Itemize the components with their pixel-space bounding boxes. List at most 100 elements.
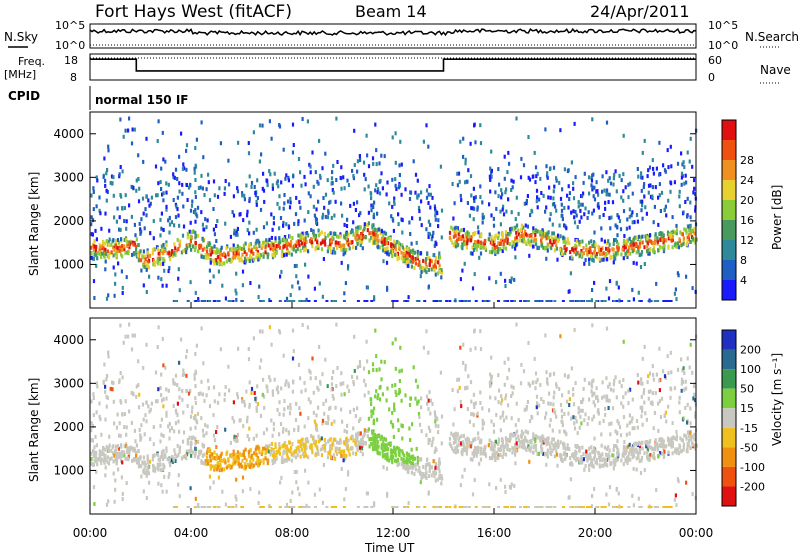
power-cell (563, 206, 566, 210)
power-cell (686, 224, 689, 229)
power-cell (179, 239, 182, 244)
power-cell (324, 235, 327, 240)
velocity-cell (341, 449, 344, 454)
velocity-cell (597, 398, 600, 403)
power-cell (303, 218, 306, 223)
velocity-cell (199, 391, 202, 396)
power-cell (327, 210, 330, 215)
velocity-cell (178, 429, 181, 434)
velocity-cell (209, 463, 212, 468)
velocity-cell (479, 390, 482, 395)
power-cell (401, 243, 404, 248)
velocity-cell (355, 451, 358, 456)
velocity-cell (641, 409, 644, 414)
power-cell (660, 234, 663, 239)
velocity-cell (232, 400, 235, 405)
velocity-cell (138, 427, 141, 432)
power-cell (683, 165, 686, 170)
velocity-cell (525, 404, 528, 409)
velocity-cell (165, 413, 168, 418)
power-cell (490, 234, 493, 239)
velocity-cell (494, 396, 497, 401)
power-cell (159, 249, 162, 254)
power-cell (479, 240, 482, 245)
power-cell (357, 234, 360, 239)
velocity-cell (96, 457, 99, 462)
velocity-cell (427, 441, 430, 445)
velocity-cell (174, 421, 178, 426)
velocity-cell (630, 452, 633, 457)
velocity-cell (597, 450, 600, 455)
velocity-cell (100, 461, 103, 465)
velocity-cell (658, 399, 661, 404)
power-cell (293, 243, 297, 248)
velocity-cell (479, 347, 483, 352)
power-cell (237, 140, 240, 145)
velocity-cell (219, 464, 222, 469)
velocity-cell (527, 444, 530, 449)
velocity-cell (591, 449, 594, 454)
velocity-cell (663, 413, 666, 418)
power-cell (535, 174, 538, 179)
velocity-cell (319, 438, 322, 442)
velocity-cell (162, 462, 165, 467)
velocity-cell (250, 455, 253, 460)
power-cell (344, 281, 347, 286)
power-cell (267, 243, 270, 248)
velocity-cell (156, 453, 159, 457)
power-cell (676, 271, 679, 276)
power-cell (280, 269, 283, 274)
velocity-cell (550, 441, 553, 445)
power-cell (630, 213, 633, 218)
power-cell (614, 238, 617, 242)
power-cell (426, 256, 429, 261)
power-cell (539, 300, 543, 302)
power-cell (675, 297, 678, 302)
power-cell (389, 250, 392, 255)
power-cell (304, 236, 307, 241)
velocity-cell (479, 450, 482, 455)
power-cell (469, 174, 473, 179)
power-cell (331, 170, 334, 175)
power-cell (120, 237, 123, 242)
power-cell (643, 245, 646, 250)
velocity-cell (338, 449, 341, 454)
velocity-cell (438, 475, 442, 480)
velocity-cell (126, 450, 129, 454)
velocity-cell (361, 442, 364, 447)
power-cell (433, 243, 436, 248)
velocity-cell (162, 363, 165, 368)
velocity-cell (186, 441, 189, 446)
velocity-cell (177, 419, 180, 424)
power-cell (297, 222, 300, 227)
velocity-cell (469, 347, 472, 352)
power-cell (473, 272, 476, 277)
velocity-cell (295, 469, 298, 474)
power-cell (545, 164, 548, 169)
velocity-cell (148, 409, 151, 414)
power-cell (590, 183, 593, 188)
velocity-cell (479, 457, 483, 462)
velocity-cell (316, 449, 320, 454)
velocity-cell (90, 421, 93, 426)
velocity-cell (274, 442, 277, 447)
velocity-cell (528, 446, 531, 451)
power-cell (295, 249, 298, 254)
velocity-cell (438, 457, 441, 462)
velocity-cell (248, 437, 251, 442)
power-cell (616, 233, 619, 238)
velocity-cell (201, 460, 204, 465)
velocity-cell (515, 322, 518, 327)
power-cell (93, 244, 96, 249)
velocity-cell (329, 437, 332, 442)
power-cell (604, 251, 608, 256)
velocity-cell (689, 434, 692, 439)
velocity-cell (219, 453, 222, 458)
power-cell (297, 233, 300, 238)
power-cell (138, 221, 141, 226)
power-cell (471, 245, 474, 250)
velocity-cell (379, 437, 382, 442)
velocity-cell (314, 443, 317, 448)
velocity-cell (299, 454, 302, 459)
power-cell (94, 253, 97, 258)
